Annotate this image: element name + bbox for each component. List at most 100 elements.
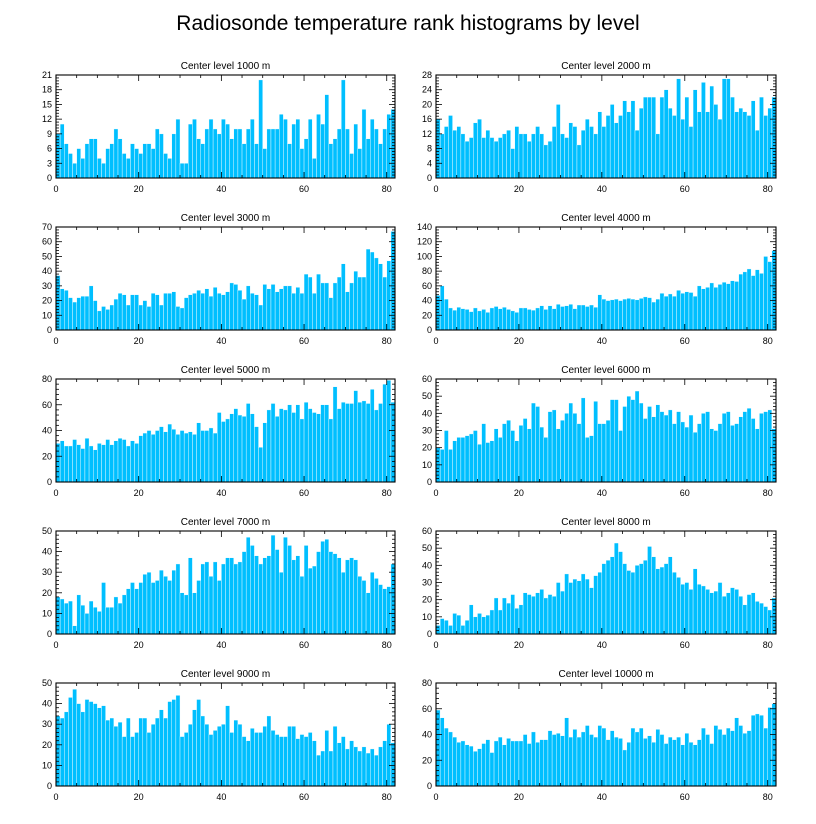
- bar: [316, 273, 321, 331]
- bar: [221, 421, 226, 483]
- bar: [237, 561, 243, 635]
- bar: [638, 298, 644, 331]
- bar: [464, 744, 470, 787]
- bar: [266, 288, 272, 331]
- y-tick-label: 0: [47, 781, 52, 791]
- bar: [643, 418, 648, 483]
- bar: [634, 565, 640, 635]
- bar: [580, 304, 586, 331]
- bar: [179, 163, 185, 179]
- bar: [755, 269, 760, 331]
- y-tick-label: 50: [422, 543, 432, 553]
- bar: [345, 559, 350, 635]
- bar: [717, 729, 723, 787]
- y-tick-label: 10: [42, 310, 52, 320]
- bar: [659, 566, 665, 635]
- bar: [374, 257, 379, 331]
- bar: [113, 440, 119, 483]
- bar: [324, 539, 330, 635]
- bar: [502, 306, 507, 331]
- bar: [435, 625, 441, 635]
- bar: [510, 430, 515, 483]
- bar: [113, 128, 119, 179]
- bar: [750, 275, 756, 331]
- panel-8: Center level 8000 m 0 20 40 60 80 0 10 20 30 40 50 6…: [422, 517, 777, 650]
- bar: [568, 736, 574, 787]
- bar: [564, 137, 569, 179]
- bar: [493, 428, 499, 483]
- bar: [638, 727, 644, 787]
- bar: [701, 413, 706, 483]
- bar: [609, 104, 615, 179]
- bar: [183, 297, 189, 331]
- bar: [361, 400, 367, 483]
- bar: [146, 572, 152, 635]
- bar: [307, 276, 313, 331]
- bar: [510, 148, 515, 179]
- bar: [527, 428, 532, 483]
- bar: [713, 430, 719, 483]
- bar: [155, 294, 160, 331]
- bar: [460, 625, 466, 635]
- bar: [109, 444, 115, 483]
- bar: [126, 304, 131, 331]
- y-tick-label: 60: [42, 237, 52, 247]
- bar: [270, 284, 276, 331]
- bar: [709, 428, 715, 483]
- bar: [295, 118, 301, 179]
- bar: [167, 293, 172, 331]
- bar: [626, 111, 632, 179]
- bar: [316, 114, 321, 179]
- bar: [196, 580, 201, 635]
- bar: [680, 293, 685, 331]
- bar: [59, 288, 65, 331]
- x-tick-label: 80: [763, 792, 773, 802]
- y-tick-label: 40: [422, 296, 432, 306]
- bar: [237, 414, 243, 483]
- bar: [514, 740, 520, 787]
- bar: [204, 724, 210, 787]
- bar: [349, 557, 354, 635]
- bar: [274, 549, 280, 635]
- bar: [361, 276, 367, 331]
- bar: [72, 163, 77, 179]
- plot-frame: [55, 682, 396, 787]
- bar: [76, 703, 81, 787]
- y-tick-label: 140: [417, 222, 432, 232]
- bar: [121, 294, 127, 331]
- x-tick-label: 80: [382, 488, 392, 498]
- bar: [241, 298, 247, 331]
- bar: [332, 138, 338, 179]
- bar: [336, 276, 342, 331]
- bar: [518, 740, 524, 787]
- bar: [585, 118, 590, 179]
- bar: [605, 115, 611, 179]
- bar: [701, 727, 706, 787]
- bar: [593, 133, 598, 179]
- bar: [634, 129, 640, 179]
- y-tick-label: 3: [47, 158, 52, 168]
- bar: [672, 572, 677, 635]
- y-tick-label: 80: [422, 678, 432, 688]
- y-tick-label: 12: [42, 114, 52, 124]
- y-tick-label: 20: [42, 588, 52, 598]
- bar: [324, 404, 330, 483]
- x-tick-label: 0: [433, 184, 438, 194]
- bar: [188, 294, 193, 331]
- y-tick-label: 20: [42, 296, 52, 306]
- bar: [64, 143, 69, 179]
- bar: [307, 732, 313, 787]
- bar: [266, 555, 272, 635]
- bar: [55, 715, 61, 787]
- bar: [262, 284, 268, 331]
- bar: [692, 295, 698, 331]
- bar: [502, 133, 507, 179]
- bar: [59, 598, 65, 635]
- bar: [485, 442, 491, 483]
- bar: [663, 295, 669, 331]
- bar: [105, 719, 110, 787]
- bar: [697, 584, 702, 635]
- bar: [328, 297, 334, 331]
- bar: [547, 305, 553, 331]
- bar: [688, 126, 694, 179]
